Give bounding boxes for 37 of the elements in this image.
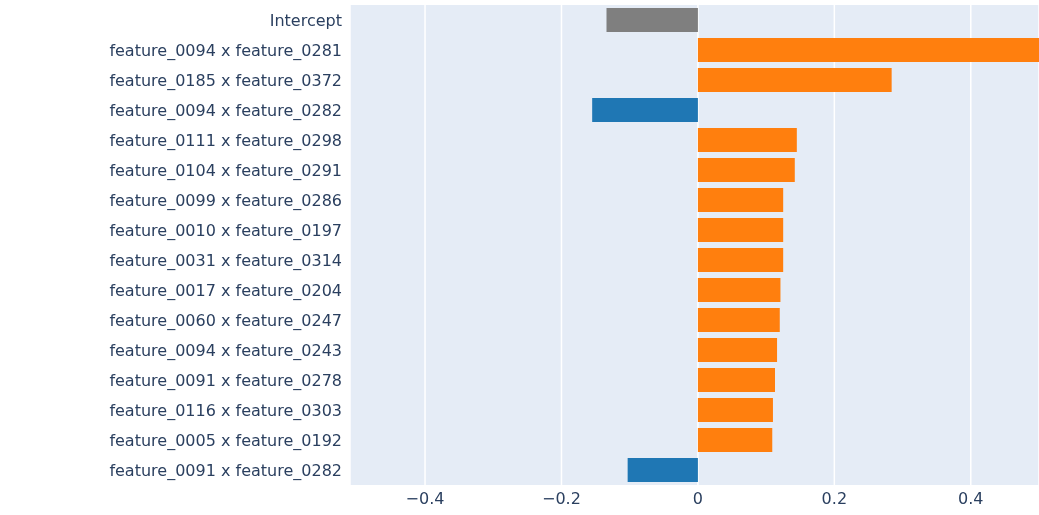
- bar: [697, 188, 784, 212]
- bar: [697, 368, 775, 392]
- bar: [697, 128, 797, 152]
- x-tick-label: 0.4: [958, 489, 984, 509]
- y-tick-label: feature_0017 x feature_0204: [109, 280, 342, 301]
- x-tick-label: −0.4: [405, 489, 445, 509]
- bar: [627, 458, 698, 482]
- bar: [697, 218, 784, 242]
- y-tick-label: Intercept: [269, 10, 342, 30]
- y-tick-label: feature_0010 x feature_0197: [109, 220, 342, 241]
- y-tick-label: feature_0111 x feature_0298: [109, 130, 342, 151]
- y-tick-label: feature_0091 x feature_0278: [109, 370, 342, 391]
- bar: [697, 428, 773, 452]
- bar: [697, 308, 780, 332]
- y-tick-label: feature_0116 x feature_0303: [109, 400, 342, 421]
- bar: [697, 158, 795, 182]
- y-tick-label: feature_0005 x feature_0192: [109, 430, 342, 451]
- y-tick-label: feature_0094 x feature_0282: [109, 100, 342, 121]
- x-tick-label: 0: [692, 489, 703, 509]
- bar: [697, 398, 773, 422]
- bar: [697, 38, 1039, 62]
- y-tick-label: feature_0104 x feature_0291: [109, 160, 342, 181]
- y-tick-label: feature_0094 x feature_0243: [109, 340, 342, 361]
- x-tick-label: −0.2: [542, 489, 581, 509]
- bar: [697, 68, 892, 92]
- y-tick-label: feature_0099 x feature_0286: [109, 190, 342, 211]
- bar: [697, 248, 784, 272]
- y-tick-label: feature_0185 x feature_0372: [109, 70, 342, 91]
- y-tick-label: feature_0094 x feature_0281: [109, 40, 342, 61]
- y-tick-label: feature_0060 x feature_0247: [109, 310, 342, 331]
- y-tick-label: feature_0091 x feature_0282: [109, 460, 342, 481]
- y-tick-label: feature_0031 x feature_0314: [109, 250, 342, 271]
- bar: [592, 98, 698, 122]
- bar: [697, 338, 778, 362]
- bar: [697, 278, 781, 302]
- x-tick-label: 0.2: [821, 489, 848, 509]
- bar: [606, 8, 698, 32]
